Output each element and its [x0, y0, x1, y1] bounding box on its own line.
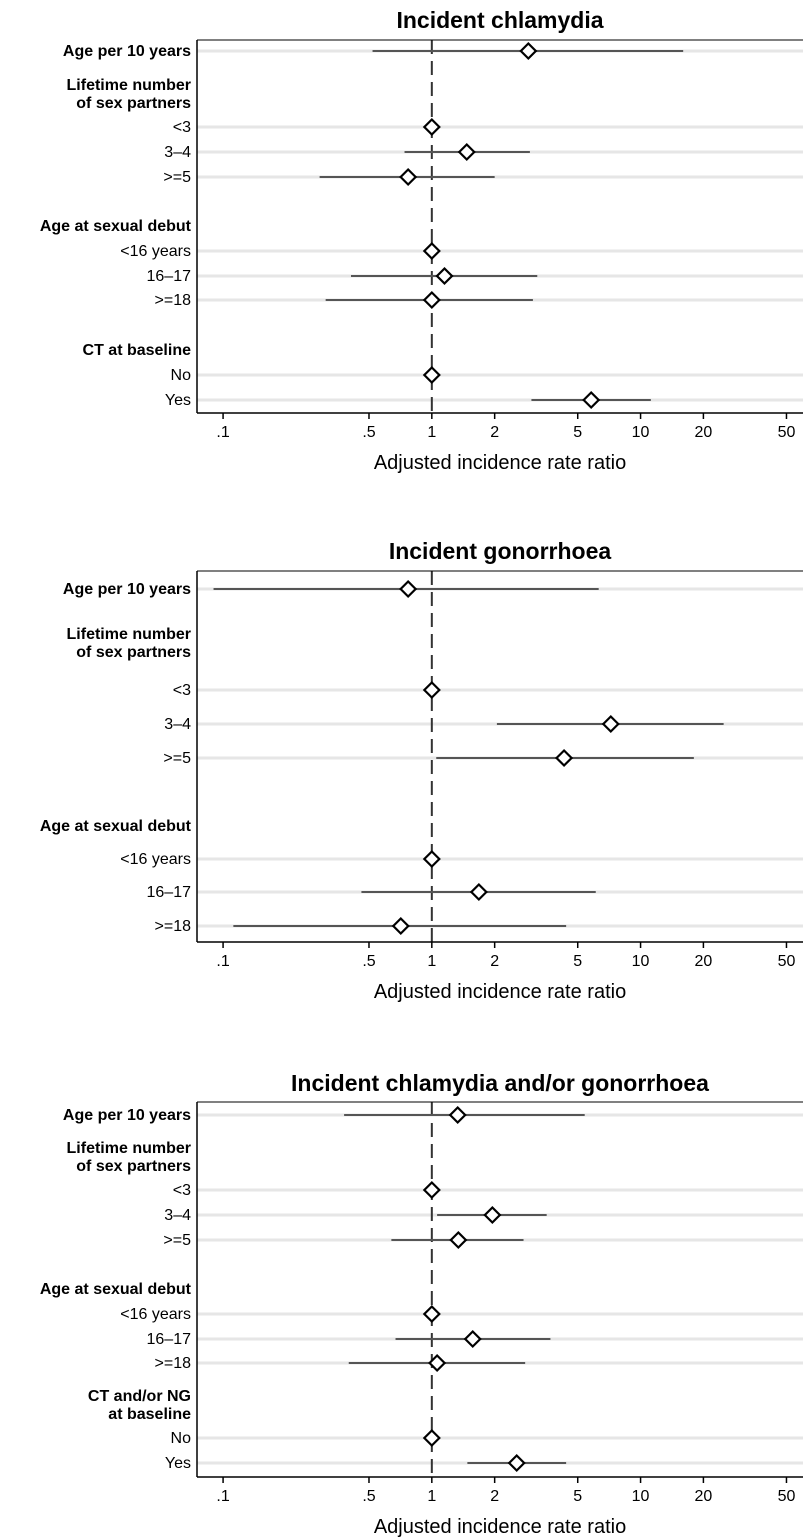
- point-estimate-marker: [483, 1205, 502, 1225]
- row-label: Age per 10 years: [63, 1107, 191, 1124]
- forest-panel-2: Incident gonorrhoea Age per 10 years Lifet…: [40, 538, 803, 1003]
- x-tick-label: 50: [778, 1488, 796, 1505]
- x-tick-label: 1: [427, 424, 436, 441]
- point-estimate-marker: [422, 365, 441, 385]
- row-label: <16 years: [120, 851, 191, 868]
- point-estimate-marker: [507, 1453, 526, 1473]
- row-label: Yes: [165, 1455, 191, 1472]
- point-estimate-marker: [435, 266, 454, 286]
- group-header-label: Age at sexual debut: [40, 218, 192, 235]
- x-tick-label: 5: [573, 1488, 582, 1505]
- row-label: >=18: [155, 1355, 192, 1372]
- panel-title: Incident gonorrhoea: [389, 538, 612, 564]
- row-label: >=5: [163, 1232, 191, 1249]
- row-label: Age per 10 years: [63, 581, 191, 598]
- group-header-label: Age at sexual debut: [40, 818, 192, 835]
- x-axis-label: Adjusted incidence rate ratio: [374, 981, 626, 1003]
- x-tick-label: 50: [778, 424, 796, 441]
- panel-title: Incident chlamydia and/or gonorrhoea: [291, 1070, 709, 1096]
- point-estimate-marker: [428, 1353, 447, 1373]
- point-estimate-marker: [582, 390, 601, 410]
- point-estimate-marker: [554, 748, 574, 768]
- point-estimate-marker: [422, 1180, 441, 1200]
- point-estimate-marker: [449, 1230, 468, 1250]
- x-tick-label: 5: [573, 424, 582, 441]
- x-tick-label: 1: [427, 1488, 436, 1505]
- x-tick-label: .1: [216, 953, 229, 970]
- point-estimate-marker: [399, 167, 418, 187]
- point-estimate-marker: [422, 1304, 441, 1324]
- point-estimate-marker: [469, 882, 488, 902]
- group-header-label: of sex partners: [76, 95, 191, 112]
- row-label: No: [171, 367, 192, 384]
- point-estimate-marker: [422, 680, 441, 700]
- row-label: 3–4: [164, 144, 191, 161]
- x-axis-label: Adjusted incidence rate ratio: [374, 452, 626, 474]
- x-tick-label: 2: [490, 1488, 499, 1505]
- x-tick-label: 10: [632, 1488, 650, 1505]
- x-tick-label: 2: [490, 424, 499, 441]
- point-estimate-marker: [422, 117, 441, 137]
- x-tick-label: 5: [573, 953, 582, 970]
- plot-area: [197, 40, 803, 413]
- x-tick-label: 2: [490, 953, 499, 970]
- point-estimate-marker: [422, 290, 441, 310]
- panel-title: Incident chlamydia: [396, 7, 603, 33]
- row-label: >=18: [155, 292, 192, 309]
- x-tick-label: 20: [695, 1488, 713, 1505]
- point-estimate-marker: [422, 849, 441, 869]
- plot-area: [197, 1102, 803, 1477]
- x-tick-label: 10: [632, 953, 650, 970]
- point-estimate-marker: [399, 579, 418, 599]
- group-header-label: at baseline: [108, 1406, 191, 1423]
- group-header-label: of sex partners: [76, 1158, 191, 1175]
- group-header-label: Lifetime number: [67, 77, 191, 94]
- group-header-label: CT at baseline: [83, 342, 192, 359]
- point-estimate-marker: [422, 241, 441, 261]
- x-tick-label: .1: [216, 1488, 229, 1505]
- row-label: Age per 10 years: [63, 43, 191, 60]
- row-label: >=18: [155, 918, 192, 935]
- row-label: 16–17: [147, 268, 192, 285]
- group-header-label: of sex partners: [76, 644, 191, 661]
- row-label: 3–4: [164, 1207, 191, 1224]
- point-estimate-marker: [519, 41, 538, 61]
- x-tick-label: .1: [216, 424, 229, 441]
- group-header-label: Lifetime number: [67, 1140, 191, 1157]
- x-axis-label: Adjusted incidence rate ratio: [374, 1516, 626, 1538]
- x-tick-label: 20: [695, 424, 713, 441]
- row-label: <3: [173, 119, 191, 136]
- row-label: 16–17: [147, 884, 192, 901]
- row-label: Yes: [165, 392, 191, 409]
- forest-panel-1: Incident chlamydia Age per 10 years Lifeti…: [40, 7, 803, 474]
- point-estimate-marker: [391, 916, 410, 936]
- x-tick-label: .5: [362, 424, 375, 441]
- x-tick-label: 50: [778, 953, 796, 970]
- row-label: <16 years: [120, 1306, 191, 1323]
- point-estimate-marker: [422, 1428, 441, 1448]
- point-estimate-marker: [601, 714, 620, 734]
- row-label: <3: [173, 1182, 191, 1199]
- point-estimate-marker: [457, 142, 476, 162]
- x-tick-label: 20: [695, 953, 713, 970]
- point-estimate-marker: [448, 1105, 467, 1125]
- row-label: >=5: [163, 169, 191, 186]
- row-label: 3–4: [164, 716, 191, 733]
- group-header-label: CT and/or NG: [88, 1388, 191, 1405]
- group-header-label: Lifetime number: [67, 626, 191, 643]
- row-label: >=5: [163, 750, 191, 767]
- x-tick-label: .5: [362, 953, 375, 970]
- row-label: No: [171, 1430, 192, 1447]
- point-estimate-marker: [463, 1329, 482, 1349]
- row-label: 16–17: [147, 1331, 192, 1348]
- x-tick-label: 1: [427, 953, 436, 970]
- row-label: <16 years: [120, 243, 191, 260]
- group-header-label: Age at sexual debut: [40, 1281, 192, 1298]
- x-tick-label: 10: [632, 424, 650, 441]
- row-label: <3: [173, 682, 191, 699]
- forest-panel-3: Incident chlamydia and/or gonorrhoea Age …: [40, 1070, 803, 1538]
- x-tick-label: .5: [362, 1488, 375, 1505]
